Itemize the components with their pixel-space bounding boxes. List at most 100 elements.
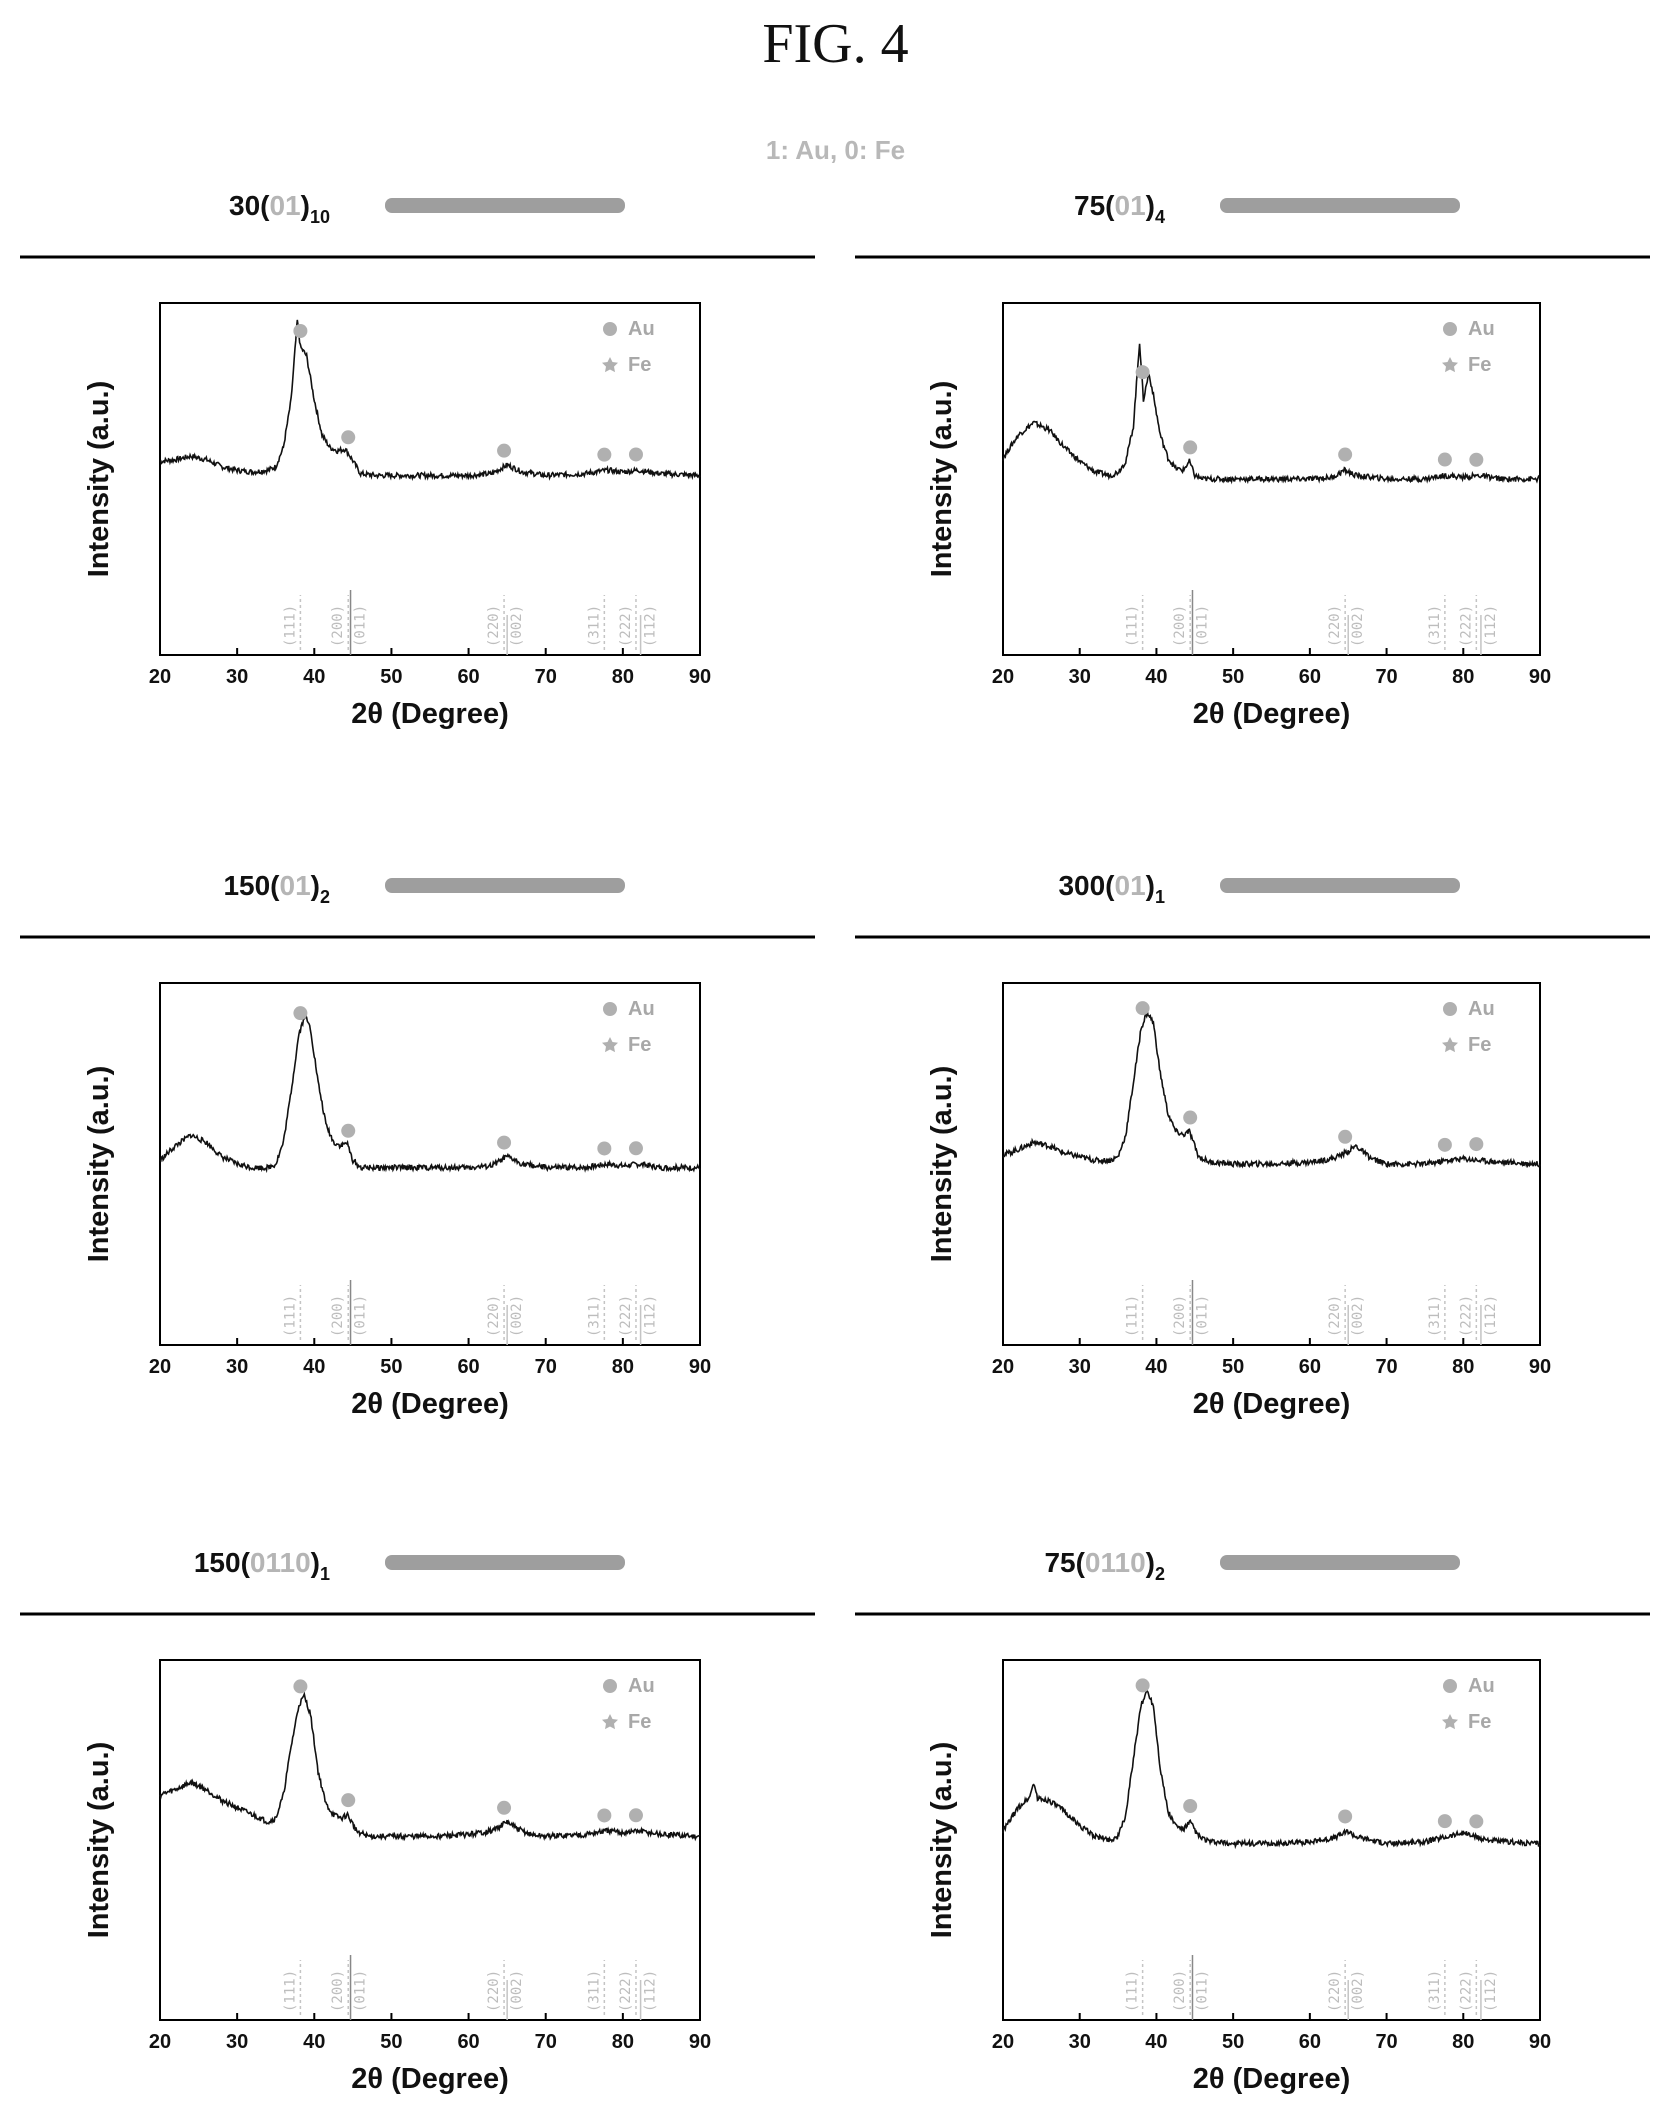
panel-title-subscript: 10 xyxy=(310,207,330,227)
au-peak-marker xyxy=(497,1135,512,1150)
au-reference-label: (222) xyxy=(1458,1970,1474,2012)
au-peak-marker xyxy=(497,443,512,458)
xrd-trace xyxy=(159,1691,701,1842)
au-peak-marker xyxy=(1338,1809,1353,1824)
panel-title-prefix: 30( xyxy=(229,190,270,221)
x-tick-label: 30 xyxy=(226,666,248,688)
y-axis-label: Intensity (a.u.) xyxy=(83,381,115,578)
plot-frame xyxy=(1002,302,1541,656)
y-axis-label: Intensity (a.u.) xyxy=(926,1066,958,1263)
x-tick-label: 70 xyxy=(535,1356,557,1378)
panel-title-suffix: ) xyxy=(1146,190,1155,221)
x-tick-label: 20 xyxy=(992,666,1014,688)
panel-title: 150(0110)1 xyxy=(194,1547,330,1584)
au-peak-marker xyxy=(1469,452,1484,467)
xrd-trace xyxy=(159,1012,701,1174)
x-tick-label: 60 xyxy=(457,1356,479,1378)
x-tick-label: 40 xyxy=(1145,1356,1167,1378)
legend-label-0-element: Fe xyxy=(874,135,906,165)
legend-au-symbol xyxy=(603,1002,617,1016)
legend-label-1-element: Au xyxy=(795,135,830,165)
x-tick-label: 30 xyxy=(226,2031,248,2053)
au-reference-label: (220) xyxy=(486,605,502,647)
legend-fe-symbol xyxy=(1442,357,1458,373)
plot-frame xyxy=(159,302,701,656)
y-axis-label: Intensity (a.u.) xyxy=(83,1742,115,1939)
fe-reference-label: (002) xyxy=(1350,1295,1366,1337)
panel-title-subscript: 2 xyxy=(1155,1564,1165,1584)
au-peak-marker xyxy=(1183,1799,1198,1813)
panel-title-subscript: 2 xyxy=(320,887,330,907)
au-peak-marker xyxy=(597,1808,612,1823)
fe-reference-label: (011) xyxy=(1194,605,1210,647)
x-tick-label: 20 xyxy=(149,666,171,688)
x-tick-label: 60 xyxy=(1299,1356,1321,1378)
au-reference-label: (220) xyxy=(486,1970,502,2012)
panel-title: 300(01)1 xyxy=(1058,870,1165,907)
x-tick-label: 50 xyxy=(1222,2031,1244,2053)
legend-fe-symbol xyxy=(1442,1037,1458,1053)
au-reference-label: (200) xyxy=(1172,1970,1188,2012)
x-tick-label: 70 xyxy=(1375,666,1397,688)
legend-au-symbol xyxy=(603,322,617,336)
multilayer-bar xyxy=(385,1555,625,1570)
au-reference-label: (220) xyxy=(1327,1295,1343,1337)
au-reference-label: (222) xyxy=(618,1970,634,2012)
x-tick-label: 90 xyxy=(689,1356,711,1378)
legend-separator: , xyxy=(829,135,845,165)
au-peak-marker xyxy=(597,447,612,462)
x-tick-label: 60 xyxy=(1299,666,1321,688)
au-reference-label: (200) xyxy=(1172,1295,1188,1337)
x-tick-label: 70 xyxy=(535,2031,557,2053)
xrd-trace xyxy=(1002,343,1541,485)
panel-title-subscript: 1 xyxy=(1155,887,1165,907)
xrd-trace xyxy=(1002,1009,1541,1169)
legend-au-label: Au xyxy=(1468,318,1495,340)
fe-reference-label: (112) xyxy=(1483,605,1499,647)
x-tick-label: 60 xyxy=(457,666,479,688)
fe-reference-label: (002) xyxy=(509,605,525,647)
multilayer-bar xyxy=(385,878,625,893)
au-peak-marker xyxy=(293,324,308,338)
au-reference-label: (111) xyxy=(1125,605,1141,647)
plot-frame xyxy=(1002,1659,1541,2021)
x-axis-label: 2θ (Degree) xyxy=(1193,2063,1351,2095)
multilayer-bar xyxy=(1220,198,1460,213)
panel-title: 30(01)10 xyxy=(229,190,330,227)
au-reference-label: (311) xyxy=(586,605,602,647)
au-reference-label: (311) xyxy=(586,1295,602,1337)
plot-frame xyxy=(159,982,701,1346)
x-tick-label: 50 xyxy=(380,666,402,688)
au-peak-marker xyxy=(341,1123,356,1138)
y-axis-label: Intensity (a.u.) xyxy=(926,381,958,578)
legend-au-symbol xyxy=(1443,322,1457,336)
panel-title-suffix: ) xyxy=(301,190,310,221)
x-tick-label: 40 xyxy=(1145,2031,1167,2053)
legend-fe-label: Fe xyxy=(1468,1711,1491,1733)
x-tick-label: 30 xyxy=(1069,2031,1091,2053)
legend-fe-symbol xyxy=(602,357,618,373)
au-peak-marker xyxy=(1437,1137,1452,1152)
x-tick-label: 70 xyxy=(535,666,557,688)
legend-fe-label: Fe xyxy=(628,1034,651,1056)
multilayer-bar xyxy=(385,198,625,213)
panel-title-suffix: ) xyxy=(311,1547,320,1578)
x-tick-label: 80 xyxy=(1452,2031,1474,2053)
fe-reference-label: (112) xyxy=(1483,1295,1499,1337)
xrd-trace xyxy=(1002,1689,1541,1850)
y-axis-label: Intensity (a.u.) xyxy=(83,1066,115,1263)
au-peak-marker xyxy=(341,1793,356,1808)
au-reference-label: (111) xyxy=(282,1970,298,2012)
x-tick-label: 30 xyxy=(1069,1356,1091,1378)
au-peak-marker xyxy=(628,1808,643,1823)
au-peak-marker xyxy=(293,1006,308,1021)
x-tick-label: 90 xyxy=(689,2031,711,2053)
x-tick-label: 90 xyxy=(689,666,711,688)
x-tick-label: 40 xyxy=(303,1356,325,1378)
panel-title-layer-code: 01 xyxy=(1115,870,1146,901)
au-peak-marker xyxy=(1437,452,1452,467)
x-tick-label: 40 xyxy=(303,2031,325,2053)
au-reference-label: (111) xyxy=(1125,1970,1141,2012)
panel-title-layer-code: 0110 xyxy=(1085,1547,1146,1578)
